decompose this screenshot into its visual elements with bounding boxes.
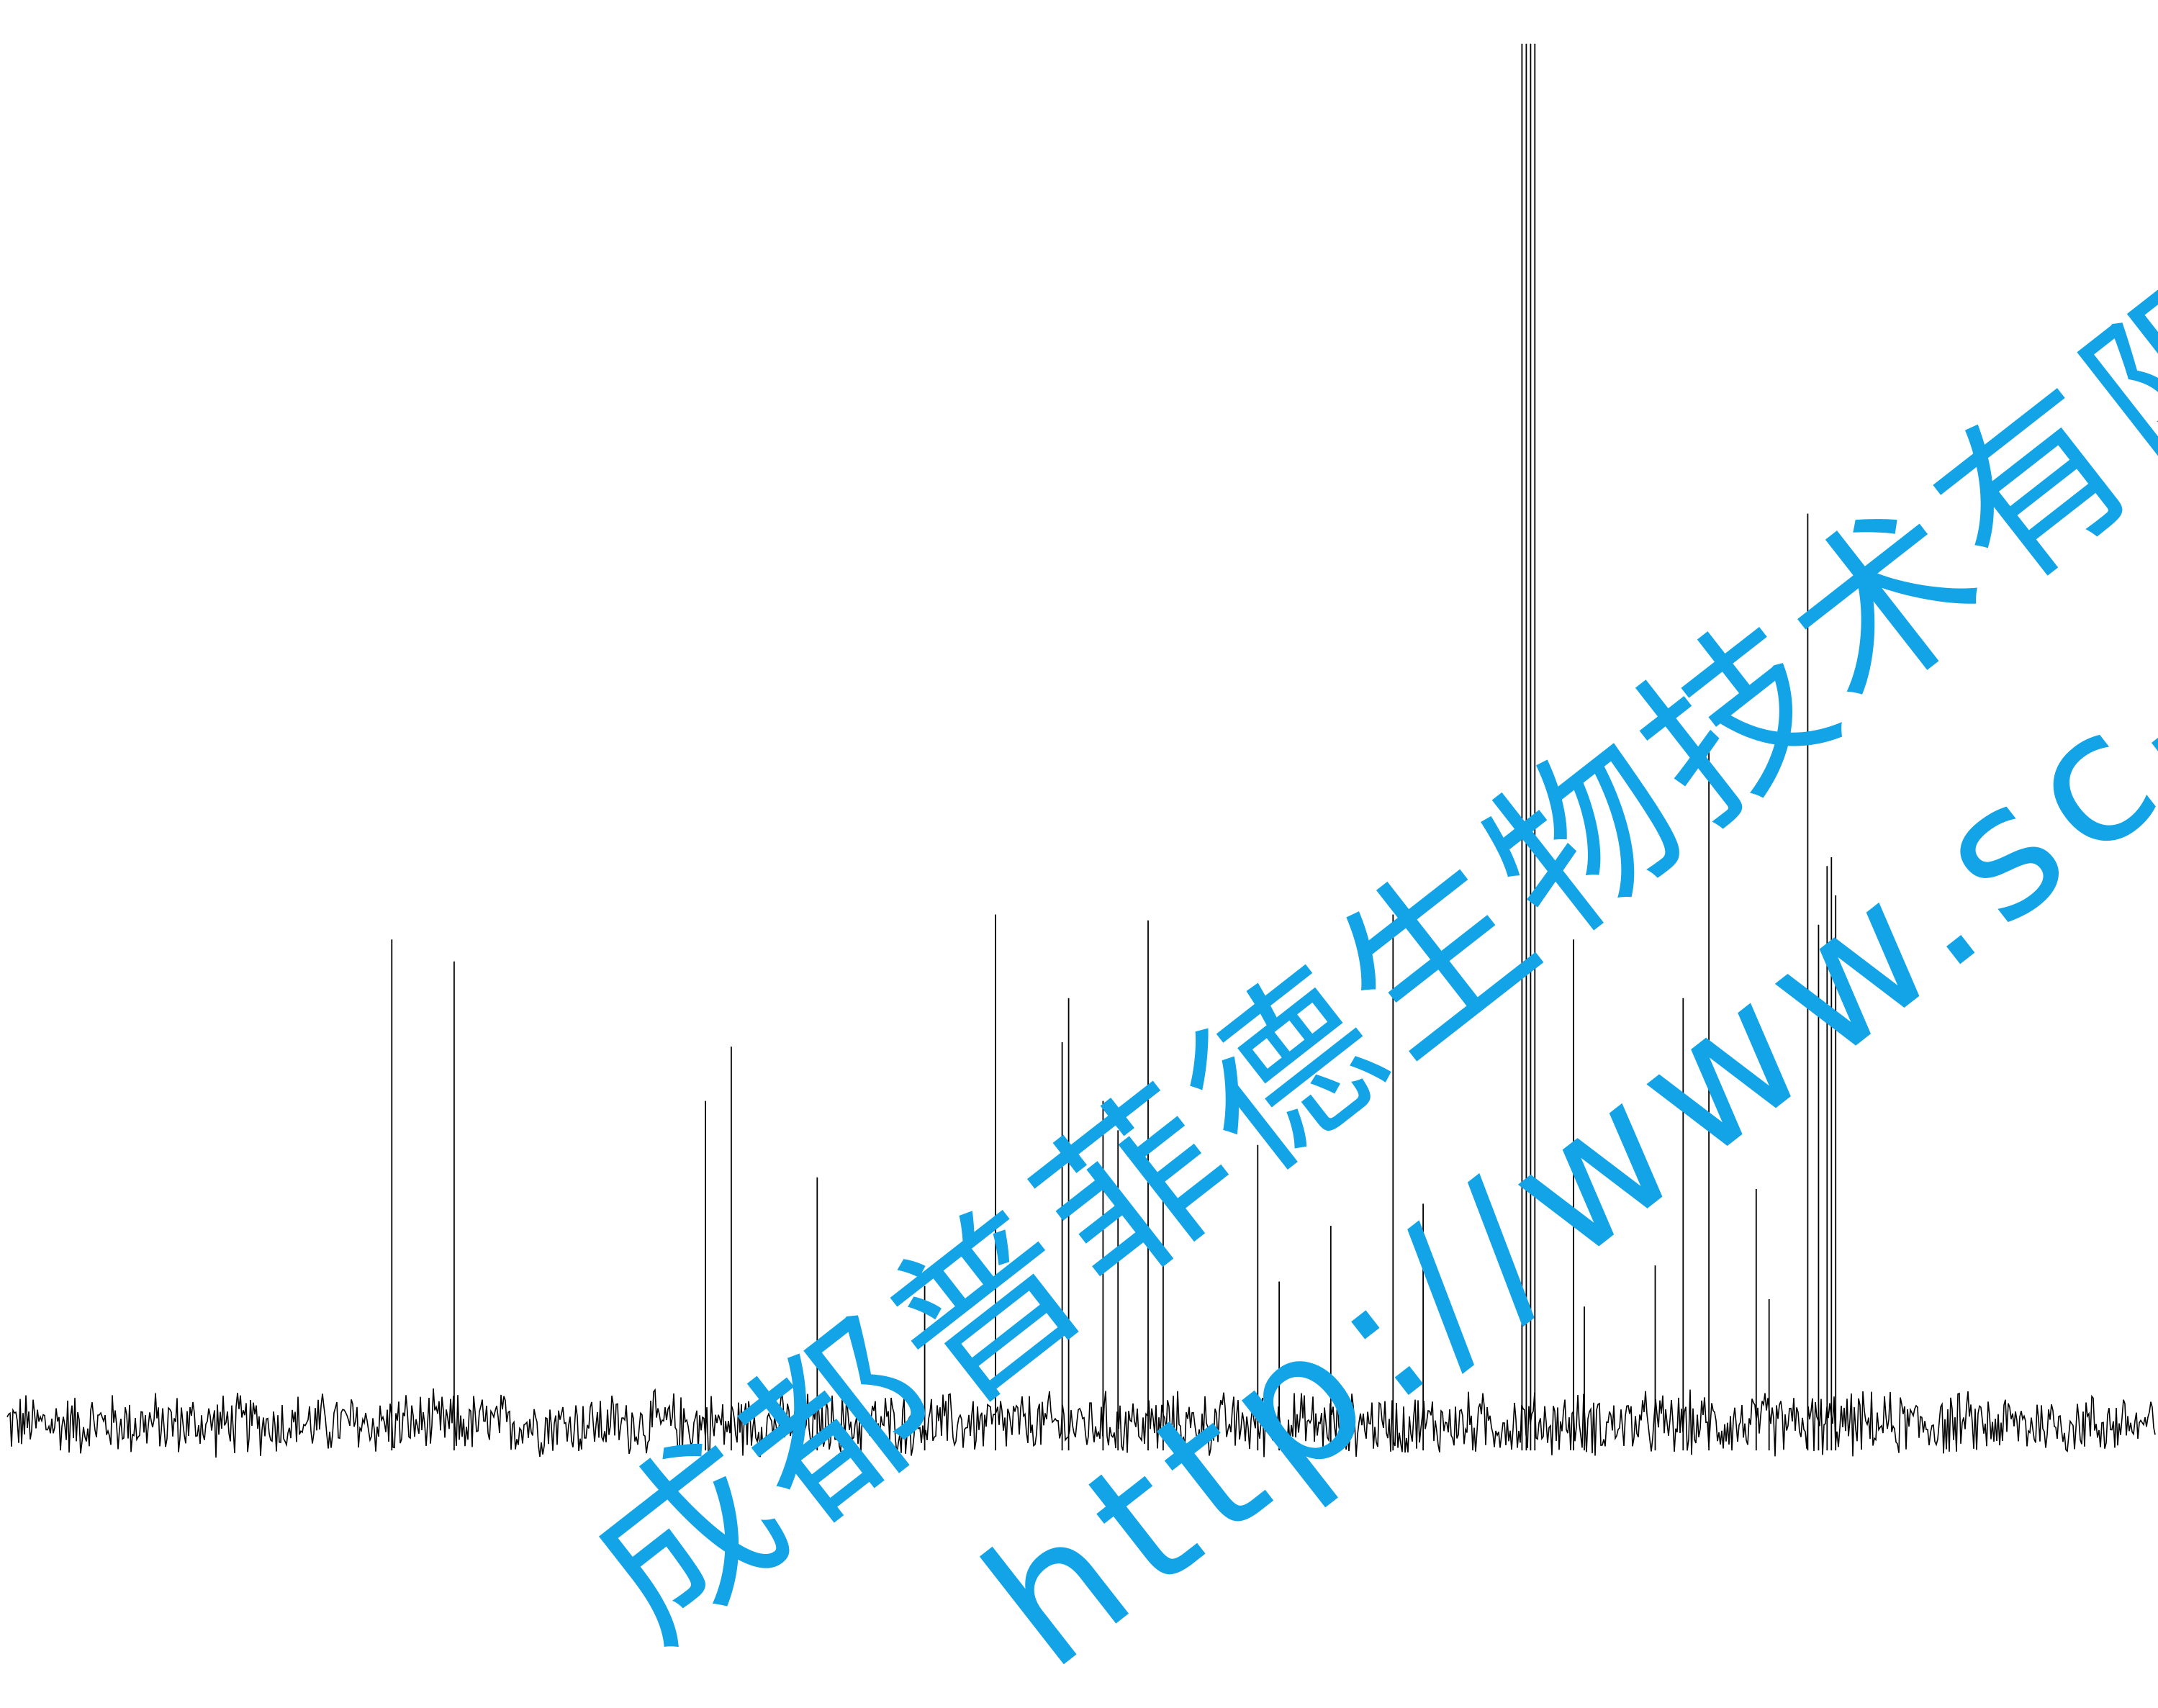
- noise-trace: [6, 1388, 2156, 1458]
- peak-group: [391, 43, 1837, 1451]
- nmr-spectrum-figure: 成都普菲德生物技术有限 http://www.sc-victo: [6, 43, 2158, 1708]
- spectrum-chart: [6, 43, 2156, 1458]
- baseline-noise: [6, 1388, 2156, 1458]
